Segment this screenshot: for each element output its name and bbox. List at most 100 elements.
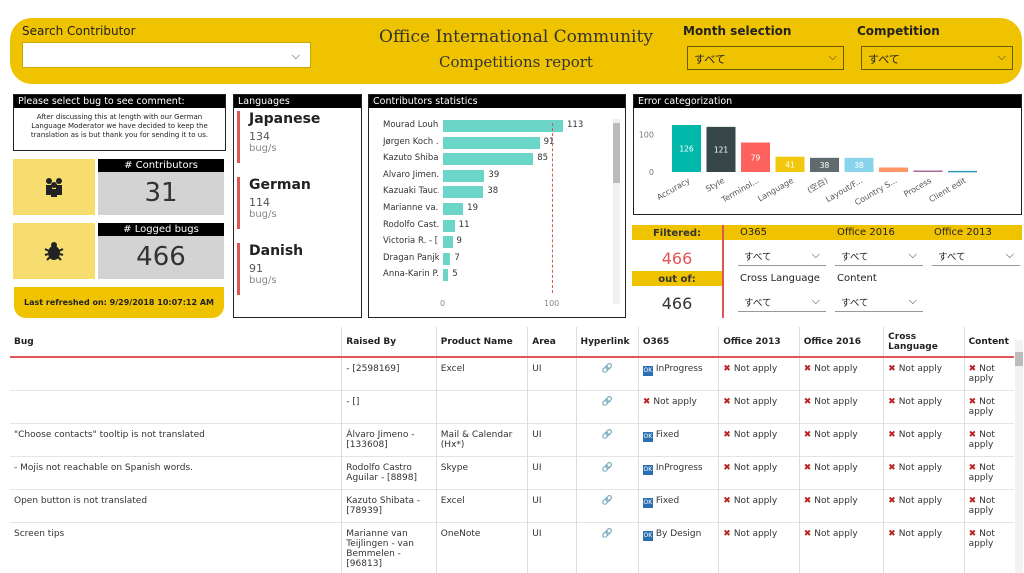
scrollbar[interactable]	[613, 119, 620, 304]
hyperlink-cell[interactable]: 🔗	[576, 456, 639, 490]
contributor-row[interactable]: Victoria R. - [... 9	[369, 236, 609, 250]
hyperlink-cell[interactable]: 🔗	[576, 423, 639, 457]
cross-language-status: Not apply	[898, 496, 943, 506]
contributors-value: 31	[98, 172, 224, 215]
o365-cell: OK InProgress	[638, 456, 720, 490]
contributor-bar	[443, 136, 540, 149]
language-item[interactable]: German 114 bug/s	[237, 177, 311, 229]
close-icon: ✖	[968, 364, 977, 374]
link-icon[interactable]: 🔗	[601, 397, 613, 407]
table-row[interactable]: "Choose contacts" tooltip is not transla…	[10, 423, 1014, 457]
contributor-row[interactable]: Kazuto Shiba... 85	[369, 153, 609, 167]
contributor-row[interactable]: Dragan Panjk... 7	[369, 252, 609, 267]
bug-cell: - Mojis not reachable on Spanish words.	[10, 456, 343, 490]
content-select[interactable]: すべて ⌵	[835, 292, 923, 312]
o365-cell: OK Fixed	[638, 423, 720, 457]
contributor-bar	[443, 203, 464, 215]
chevron-down-icon: ⌵	[811, 294, 820, 307]
contributor-value: 9	[456, 236, 462, 247]
hyperlink-cell[interactable]: 🔗	[576, 390, 639, 424]
col-header-o365[interactable]: O365	[638, 327, 720, 357]
col-header-hyperlink[interactable]: Hyperlink	[576, 327, 639, 357]
office2016-cell: ✖ Not apply	[799, 489, 885, 523]
col-header-office2013[interactable]: Office 2013	[718, 327, 800, 357]
language-name: Danish	[249, 243, 304, 259]
office2013-select[interactable]: すべて ⌵	[932, 246, 1020, 266]
contributor-row[interactable]: Jørgen Koch ... 91	[369, 136, 609, 151]
language-item[interactable]: Danish 91 bug/s	[237, 243, 303, 295]
contributor-name: Kazuaki Tauc...	[383, 186, 439, 197]
col-header-office2016[interactable]: Office 2016	[799, 327, 885, 357]
language-item[interactable]: Japanese 134 bug/s	[237, 111, 320, 163]
o365-status: By Design	[655, 529, 702, 539]
language-unit: bug/s	[249, 143, 277, 154]
col-header-area[interactable]: Area	[527, 327, 577, 357]
o365-select[interactable]: すべて ⌵	[738, 246, 826, 266]
close-icon: ✖	[888, 463, 896, 473]
ok-icon: OK	[642, 366, 653, 376]
error-bar	[844, 157, 874, 172]
link-icon[interactable]: 🔗	[601, 463, 613, 473]
y-tick: 100	[639, 131, 654, 140]
col-header-product[interactable]: Product Name	[436, 327, 529, 357]
content-cell: ✖ Not apply	[964, 522, 1014, 573]
competition-select[interactable]: すべて ⌵	[861, 46, 1013, 70]
table-row[interactable]: Open button is not translated Kazuto Shib…	[10, 489, 1014, 523]
product-cell: Excel	[436, 489, 529, 523]
o365-status: Fixed	[655, 496, 680, 506]
link-icon[interactable]: 🔗	[601, 364, 613, 374]
contributor-row[interactable]: Kazuaki Tauc... 38	[369, 186, 609, 200]
error-bar	[706, 126, 736, 172]
language-count: 114	[249, 196, 270, 209]
office2013-cell: ✖ Not apply	[718, 390, 800, 424]
table-row[interactable]: - [2598169] Excel UI 🔗 OK InProgress ✖ Not appl…	[10, 356, 1014, 391]
contributor-name: Dragan Panjk...	[383, 252, 439, 263]
category-label: Accuracy	[655, 176, 691, 202]
cross-language-cell: ✖ Not apply	[883, 456, 965, 490]
month-select[interactable]: すべて ⌵	[687, 46, 844, 70]
office2013-cell: ✖ Not apply	[718, 489, 800, 523]
col-header-bug[interactable]: Bug	[10, 327, 343, 357]
bar-label: 126	[679, 145, 694, 154]
bar-label: 38	[854, 161, 864, 170]
o365-status: Fixed	[655, 430, 680, 440]
category-label: Client edit	[927, 176, 967, 204]
table-scrollbar[interactable]	[1015, 340, 1023, 573]
contributor-row[interactable]: Marianne va... 19	[369, 203, 609, 217]
cross-language-status: Not apply	[898, 364, 943, 374]
raised-by-cell: Marianne van Teijlingen - van Bemmelen -…	[341, 522, 437, 573]
office2016-status: Not apply	[814, 463, 858, 473]
search-input[interactable]: ⌵	[22, 42, 311, 68]
contributor-row[interactable]: Rodolfo Cast... 11	[369, 219, 609, 234]
office2013-status: Not apply	[733, 430, 778, 440]
table-row[interactable]: - Mojis not reachable on Spanish words. R…	[10, 456, 1014, 490]
contributor-row[interactable]: Álvaro Jimen... 39	[369, 169, 609, 184]
link-icon[interactable]: 🔗	[601, 529, 613, 539]
language-unit: bug/s	[249, 275, 277, 286]
raised-by-cell: - [2598169]	[341, 356, 437, 391]
area-cell: UI	[527, 423, 577, 457]
bugs-value: 466	[98, 236, 224, 279]
link-icon[interactable]: 🔗	[601, 430, 613, 440]
table-row[interactable]: - [] 🔗 ✖ Not apply ✖ Not apply ✖ Not apply ✖ Not …	[10, 390, 1014, 424]
contributor-row[interactable]: Anna-Karin P... 5	[369, 269, 609, 283]
cross-language-select[interactable]: すべて ⌵	[738, 292, 826, 312]
col-header-raised-by[interactable]: Raised By	[341, 327, 437, 357]
bugs-table: Bug Raised By Product Name Area Hyperlin…	[10, 327, 1014, 573]
chevron-down-icon: ⌵	[997, 50, 1006, 63]
filtered-label: Filtered:	[652, 228, 702, 239]
office2016-cell: ✖ Not apply	[799, 390, 885, 424]
hyperlink-cell[interactable]: 🔗	[576, 356, 639, 391]
table-row[interactable]: Screen tips Marianne van Teijlingen - van…	[10, 522, 1014, 573]
area-cell: UI	[527, 489, 577, 523]
col-header-cross-language[interactable]: Cross Language	[883, 327, 965, 357]
office2016-cell: ✖ Not apply	[799, 356, 885, 391]
bar-label: 79	[751, 153, 761, 162]
link-icon[interactable]: 🔗	[601, 496, 613, 506]
contributor-row[interactable]: Mourad Louh... 113	[369, 120, 609, 134]
hyperlink-cell[interactable]: 🔗	[576, 489, 639, 523]
hyperlink-cell[interactable]: 🔗	[576, 522, 639, 573]
language-name: German	[249, 177, 311, 193]
col-header-content[interactable]: Content	[964, 327, 1014, 357]
office2016-select[interactable]: すべて ⌵	[835, 246, 923, 266]
